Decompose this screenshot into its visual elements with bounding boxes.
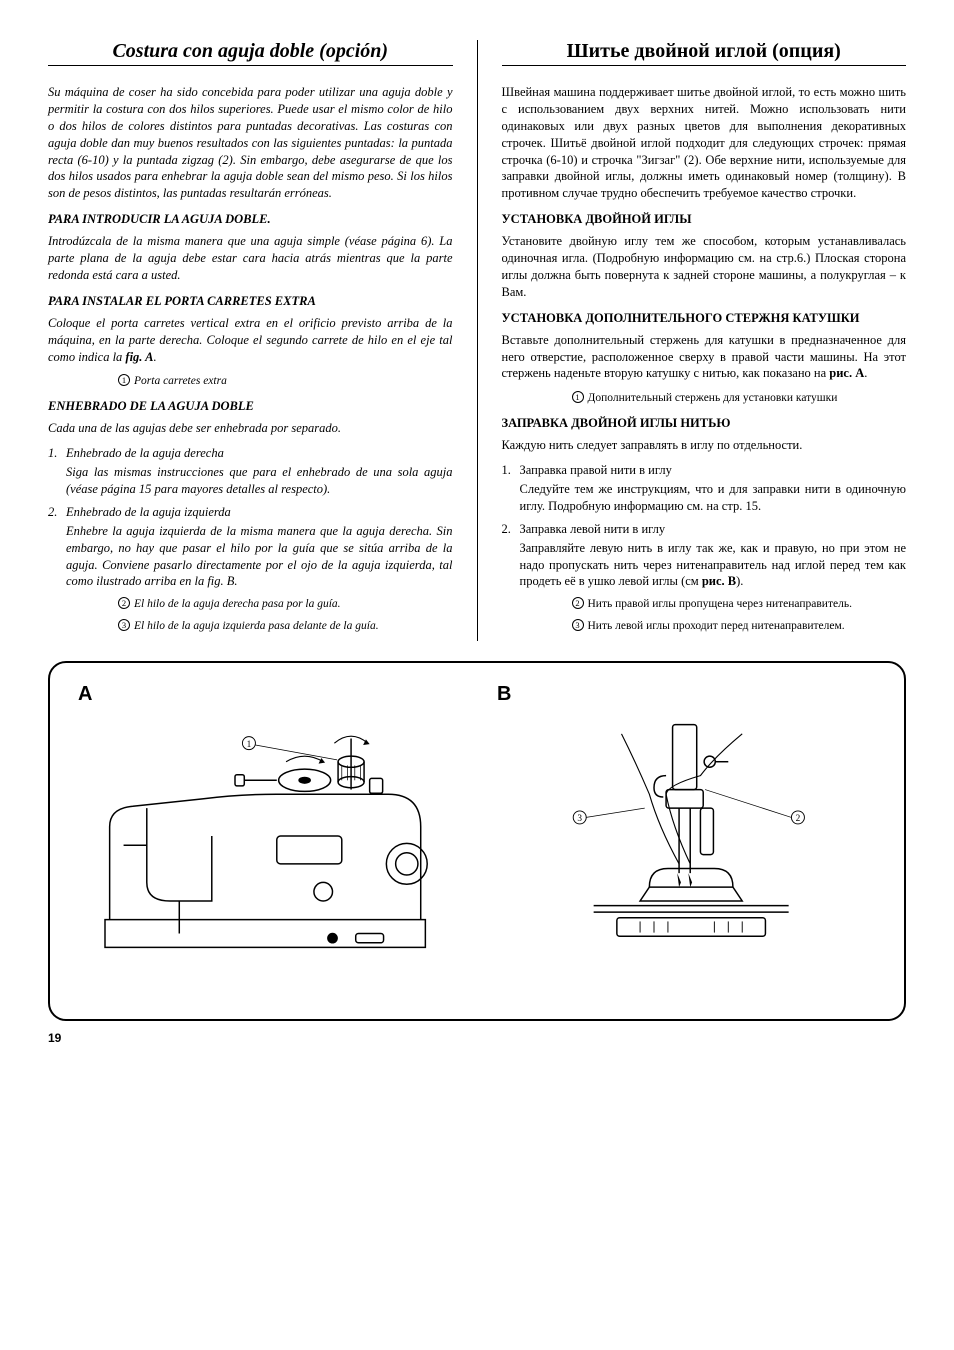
circled-2-icon: 2 xyxy=(118,597,130,609)
steps-es: 1. Enhebrado de la aguja derecha Siga la… xyxy=(48,445,453,590)
s2-body-ru: Вставьте дополнительный стержень для кат… xyxy=(502,332,907,383)
s3-intro-es: Cada una de las agujas debe ser enhebrad… xyxy=(48,420,453,437)
column-divider xyxy=(477,40,478,641)
caption3-es: 3El hilo de la aguja izquierda pasa dela… xyxy=(48,618,453,634)
caption2-es: 2El hilo de la aguja derecha pasa por la… xyxy=(48,596,453,612)
steps-ru: 1. Заправка правой нити в иглу Следуйте … xyxy=(502,462,907,590)
column-spanish: Costura con aguja doble (opción) Su máqu… xyxy=(48,40,453,641)
s2-body-es: Coloque el porta carretes vertical extra… xyxy=(48,315,453,366)
step1-ru: 1. Заправка правой нити в иглу Следуйте … xyxy=(502,462,907,515)
caption2-ru: 2Нить правой иглы пропущена через нитена… xyxy=(502,596,907,612)
circled-3-icon: 3 xyxy=(118,619,130,631)
s3-title-ru: ЗАПРАВКА ДВОЙНОЙ ИГЛЫ НИТЬЮ xyxy=(502,416,907,431)
circled-1-icon: 1 xyxy=(118,374,130,386)
figure-a-label: A xyxy=(78,683,457,706)
svg-text:3: 3 xyxy=(577,814,582,824)
s2-title-ru: УСТАНОВКА ДОПОЛНИТЕЛЬНОГО СТЕРЖНЯ КАТУШК… xyxy=(502,311,907,326)
circled-3-icon: 3 xyxy=(572,619,584,631)
figure-panel: A xyxy=(48,661,906,1021)
intro-es: Su máquina de coser ha sido concebida pa… xyxy=(48,84,453,202)
intro-ru: Швейная машина поддерживает шитье двойно… xyxy=(502,84,907,202)
s2-title-es: PARA INSTALAR EL PORTA CARRETES EXTRA xyxy=(48,294,453,309)
step1-es: 1. Enhebrado de la aguja derecha Siga la… xyxy=(48,445,453,498)
circled-2-icon: 2 xyxy=(572,597,584,609)
caption3-ru: 3Нить левой иглы проходит перед нитенапр… xyxy=(502,618,907,634)
title-ru: Шитье двойной иглой (опция) xyxy=(502,40,907,66)
sewing-machine-diagram-icon: 1 xyxy=(78,706,457,966)
svg-text:1: 1 xyxy=(247,739,252,749)
title-es: Costura con aguja doble (opción) xyxy=(48,40,453,66)
svg-text:2: 2 xyxy=(796,814,801,824)
s1-body-es: Introdúzcala de la misma manera que una … xyxy=(48,233,453,284)
figure-b-label: B xyxy=(497,683,876,706)
figure-a: A xyxy=(78,683,457,991)
s1-body-ru: Установите двойную иглу тем же способом,… xyxy=(502,233,907,301)
figure-b: B xyxy=(497,683,876,991)
two-column-layout: Costura con aguja doble (opción) Su máqu… xyxy=(48,40,906,641)
step2-es: 2. Enhebrado de la aguja izquierda Enheb… xyxy=(48,504,453,590)
s1-title-ru: УСТАНОВКА ДВОЙНОЙ ИГЛЫ xyxy=(502,212,907,227)
caption1-ru: 1Дополнительный стержень для установки к… xyxy=(502,390,907,406)
needle-threading-diagram-icon: 3 2 xyxy=(497,706,876,966)
circled-1-icon: 1 xyxy=(572,391,584,403)
column-russian: Шитье двойной иглой (опция) Швейная маши… xyxy=(502,40,907,641)
s3-title-es: ENHEBRADO DE LA AGUJA DOBLE xyxy=(48,399,453,414)
s1-title-es: PARA INTRODUCIR LA AGUJA DOBLE. xyxy=(48,212,453,227)
page-number: 19 xyxy=(48,1031,906,1045)
caption1-es: 1Porta carretes extra xyxy=(48,373,453,389)
s3-intro-ru: Каждую нить следует заправлять в иглу по… xyxy=(502,437,907,454)
step2-ru: 2. Заправка левой нити в иглу Заправляйт… xyxy=(502,521,907,591)
